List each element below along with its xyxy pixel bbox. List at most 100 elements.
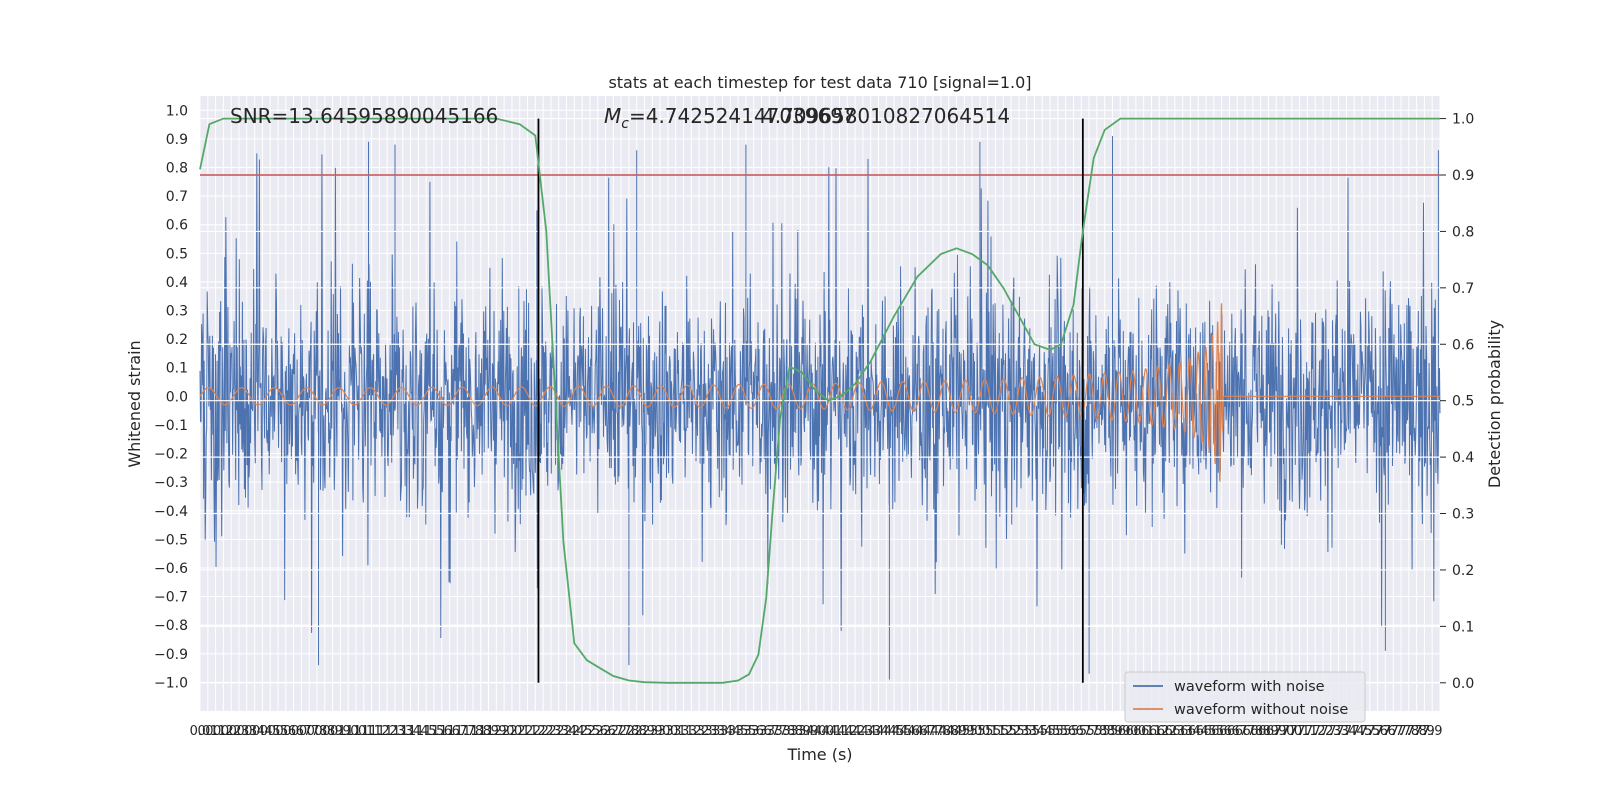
series-waveform-without-noise	[199, 303, 1440, 483]
legend-label-clean: waveform without noise	[1174, 702, 1348, 718]
y-tick-label: −0.5	[154, 532, 188, 548]
x-tick-label: 1.4	[400, 724, 421, 739]
x-tick-label: 1.8	[463, 724, 484, 739]
legend-box	[1124, 671, 1366, 723]
x-tick-label: 1.2	[369, 724, 390, 739]
x-tick-label: 2.0	[502, 724, 523, 739]
x-tick-label: 6.1	[1133, 724, 1154, 739]
x-tick-label: 2.3	[548, 724, 569, 739]
x-tick-label: 3.6	[751, 724, 772, 739]
x-tick-label: 3.5	[728, 724, 749, 739]
clean-waveform-line	[199, 303, 1440, 483]
right-y-tick-label: 0.3	[1452, 507, 1474, 523]
x-tick-label: 6.2	[1149, 724, 1170, 739]
x-tick-label: 1.5	[416, 724, 437, 739]
x-tick-label: 6.4	[1188, 724, 1209, 739]
x-tick-label: 4.1	[829, 724, 850, 739]
y-axis-label: Whitened strain	[125, 340, 144, 467]
y-tick-label: 0.9	[166, 132, 188, 148]
x-axis-label: Time (s)	[786, 745, 852, 764]
x-tick-label: 7.7	[1391, 724, 1412, 739]
x-tick-label: 5.6	[1063, 724, 1084, 739]
overlapping-annotation: 4.709658010827064514	[762, 104, 1010, 128]
x-tick-label: 3.6	[743, 724, 764, 739]
x-tick-label: 2.8	[626, 724, 647, 739]
y-tick-label: 0.0	[166, 389, 188, 405]
x-tick-label: 5.4	[1024, 724, 1045, 739]
x-tick-label: 2.6	[587, 724, 608, 739]
x-tick-label: 5.5	[1048, 724, 1069, 739]
x-tick-label: 6.0	[1126, 724, 1147, 739]
snr-annotation: SNR=13.64595890045166	[230, 104, 498, 128]
y-tick-label: 0.4	[166, 275, 188, 291]
x-tick-label: 5.3	[1016, 724, 1037, 739]
x-tick-label: 2.9	[642, 724, 663, 739]
x-tick-label: 1.5	[424, 724, 445, 739]
x-tick-label: 7.7	[1383, 724, 1404, 739]
right-y-tick-label: 1.0	[1452, 112, 1474, 128]
right-y-ticks: 1.0 0.9 0.8 0.7 0.6 0.5 0.4 0.3 0.2 0.1 0.0	[1440, 112, 1474, 692]
x-tick-label: 2.5	[580, 724, 601, 739]
y-tick-label: −0.8	[154, 618, 188, 634]
x-tick-label: 6.3	[1164, 724, 1185, 739]
y-tick-label: 0.3	[166, 304, 188, 320]
x-tick-label: 6.2	[1157, 724, 1178, 739]
chart-title: stats at each timestep for test data 710…	[608, 73, 1031, 92]
x-tick-label: 6.6	[1219, 724, 1240, 739]
x-tick-label: 6.8	[1242, 724, 1263, 739]
x-tick-label: 7.5	[1352, 724, 1373, 739]
left-y-ticks: 1.0 0.9 0.8 0.7 0.6 0.5 0.4 0.3 0.2 0.1 0.0 −0.1 −0.…	[154, 103, 188, 691]
x-tick-label: 2.1	[517, 724, 538, 739]
x-tick-label: 5.4	[1032, 724, 1053, 739]
x-ticks: 0.00.10.10.20.20.30.30.40.40.50.50.60.60…	[190, 724, 1443, 739]
x-tick-label: 1.3	[392, 724, 413, 739]
x-tick-label: 2.9	[634, 724, 655, 739]
x-tick-label: 4.1	[821, 724, 842, 739]
x-tick-label: 7.4	[1336, 724, 1357, 739]
x-tick-label: 0.1	[197, 724, 218, 739]
x-tick-label: 4.0	[814, 724, 835, 739]
x-tick-label: 1.7	[447, 724, 468, 739]
x-tick-label: 1.2	[377, 724, 398, 739]
x-tick-label: 7.4	[1344, 724, 1365, 739]
x-tick-label: 4.3	[853, 724, 874, 739]
x-tick-label: 3.7	[767, 724, 788, 739]
x-tick-label: 4.2	[845, 724, 866, 739]
x-tick-label: 1.4	[408, 724, 429, 739]
x-tick-label: 4.5	[892, 724, 913, 739]
x-tick-label: 0.5	[268, 724, 289, 739]
x-tick-label: 3.3	[697, 724, 718, 739]
x-tick-label: 4.2	[837, 724, 858, 739]
x-tick-label: 2.0	[494, 724, 515, 739]
x-tick-label: 5.3	[1009, 724, 1030, 739]
right-y-tick-label: 0.5	[1452, 394, 1474, 410]
y-tick-label: −0.2	[154, 447, 188, 463]
x-tick-label: 5.8	[1094, 724, 1115, 739]
x-tick-label: 5.7	[1071, 724, 1092, 739]
y-tick-label: −0.9	[154, 647, 188, 663]
x-tick-label: 7.3	[1320, 724, 1341, 739]
x-tick-label: 4.3	[860, 724, 881, 739]
x-tick-label: 5.9	[1110, 724, 1131, 739]
x-tick-label: 6.5	[1196, 724, 1217, 739]
y-tick-label: −1.0	[154, 675, 188, 691]
x-tick-label: 2.4	[556, 724, 577, 739]
x-tick-label: 5.2	[1001, 724, 1022, 739]
right-y-tick-label: 0.1	[1452, 619, 1474, 635]
right-y-tick-label: 0.0	[1452, 676, 1474, 692]
x-tick-label: 7.3	[1328, 724, 1349, 739]
x-tick-label: 4.4	[868, 724, 889, 739]
x-tick-label: 3.4	[712, 724, 733, 739]
x-tick-label: 7.8	[1398, 724, 1419, 739]
x-tick-label: 6.9	[1266, 724, 1287, 739]
x-tick-label: 5.1	[977, 724, 998, 739]
x-tick-label: 4.0	[806, 724, 827, 739]
x-tick-label: 1.6	[439, 724, 460, 739]
right-y-tick-label: 0.7	[1452, 281, 1474, 297]
x-tick-label: 5.7	[1079, 724, 1100, 739]
x-tick-label: 4.4	[876, 724, 897, 739]
x-tick-label: 2.5	[572, 724, 593, 739]
x-tick-label: 2.3	[541, 724, 562, 739]
